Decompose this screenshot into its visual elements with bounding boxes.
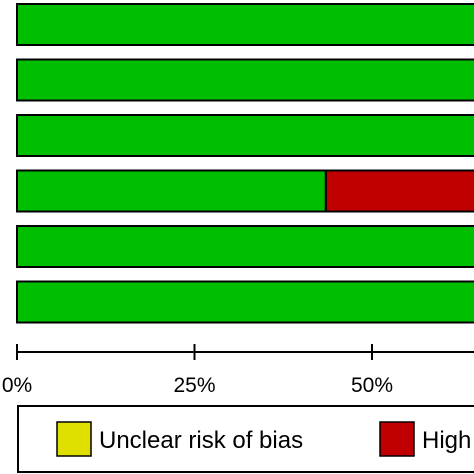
bar-segment-row4-series3 [324,169,474,213]
bar-segment-row1-series1 [16,3,474,46]
legend-swatch-unclear [56,421,92,457]
legend: Unclear risk of bias High risk of bias [17,405,474,473]
legend-label-high: High risk of bias [422,427,474,454]
bar-segment-row6-series1 [16,280,474,324]
bar-segment-row5-series1 [16,225,474,268]
bars-group [16,3,474,324]
legend-label-unclear: Unclear risk of bias [99,427,303,454]
x-tick-label-3: 50% [351,374,393,397]
x-axis-ticks: 0% 25% 50% [2,344,393,397]
x-tick-label-1: 0% [2,374,32,397]
bar-segment-row3-series1 [16,114,474,157]
legend-swatch-high [379,421,415,457]
bar-segment-row2-series1 [16,58,474,102]
bar-segment-row4-series1 [16,169,327,213]
x-tick-label-2: 25% [173,374,215,397]
